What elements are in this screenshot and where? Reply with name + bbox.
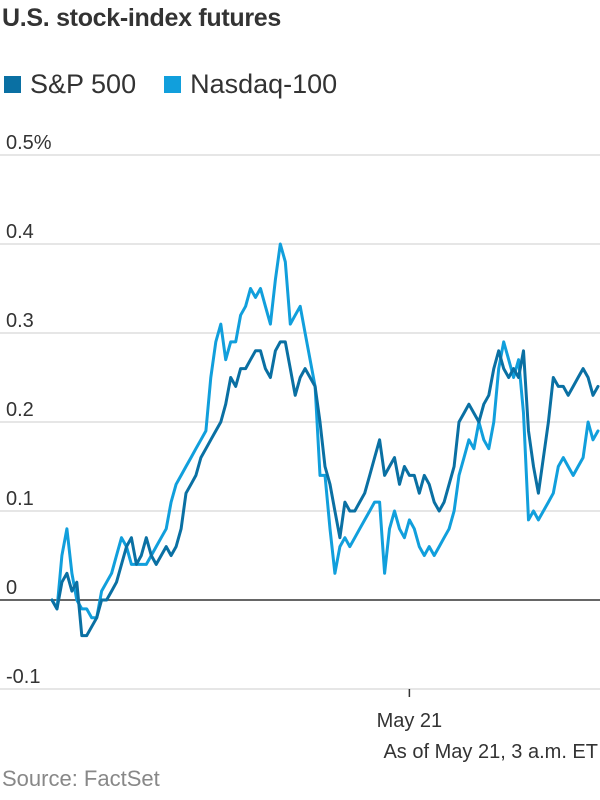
legend-label-nasdaq: Nasdaq-100 xyxy=(190,68,338,99)
series-line-sp500 xyxy=(50,340,600,638)
y-tick-label: 0.4 xyxy=(6,221,34,243)
x-tick-label: May 21 xyxy=(377,710,443,732)
chart-title: U.S. stock-index futures xyxy=(2,4,281,32)
legend-item-nasdaq: Nasdaq-100 xyxy=(164,69,337,100)
legend: S&P 500 Nasdaq-100 xyxy=(4,68,365,100)
source-note: Source: FactSet xyxy=(2,766,160,791)
y-tick-label: -0.1 xyxy=(6,666,40,688)
y-tick-label: 0.1 xyxy=(6,488,34,510)
y-tick-label: 0.2 xyxy=(6,399,34,421)
timestamp-note: As of May 21, 3 a.m. ET xyxy=(383,741,598,763)
x-axis: May 21 xyxy=(377,689,443,732)
series-line-nasdaq xyxy=(50,242,600,620)
legend-swatch-nasdaq xyxy=(164,75,182,93)
legend-item-sp500: S&P 500 xyxy=(4,69,136,100)
y-tick-label: 0.3 xyxy=(6,310,34,332)
legend-swatch-sp500 xyxy=(4,75,21,93)
y-axis-tick-labels: 0.5% 0.4 0.3 0.2 0.1 0 -0.1 xyxy=(6,132,52,688)
legend-label-sp500: S&P 500 xyxy=(30,68,137,99)
gridlines xyxy=(0,154,600,690)
y-tick-label: 0.5% xyxy=(6,132,52,154)
series-lines xyxy=(50,242,600,638)
y-tick-label: 0 xyxy=(6,577,17,599)
